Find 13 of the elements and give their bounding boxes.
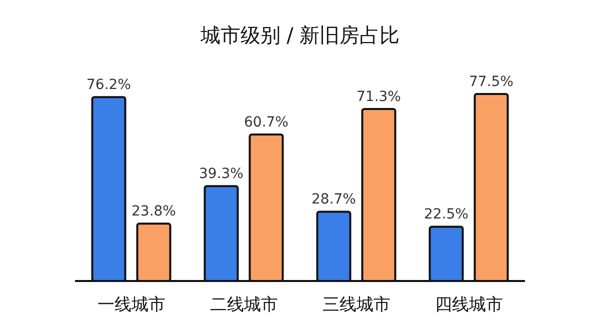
chart-title: 城市级别 / 新旧房占比 bbox=[199, 23, 400, 47]
x-tick-label: 一线城市 bbox=[97, 295, 166, 315]
data-label: 22.5% bbox=[424, 206, 468, 223]
x-tick-label: 四线城市 bbox=[434, 295, 503, 315]
data-label: 28.7% bbox=[312, 192, 356, 208]
x-tick-label: 三线城市 bbox=[322, 295, 390, 315]
data-label: 76.2% bbox=[86, 77, 131, 94]
data-label: 77.5% bbox=[469, 74, 514, 90]
data-label: 23.8% bbox=[132, 204, 176, 220]
data-label: 71.3% bbox=[356, 88, 401, 105]
data-label: 39.3% bbox=[199, 166, 244, 182]
data-label: 60.7% bbox=[244, 114, 288, 131]
x-tick-label: 二线城市 bbox=[210, 295, 278, 315]
